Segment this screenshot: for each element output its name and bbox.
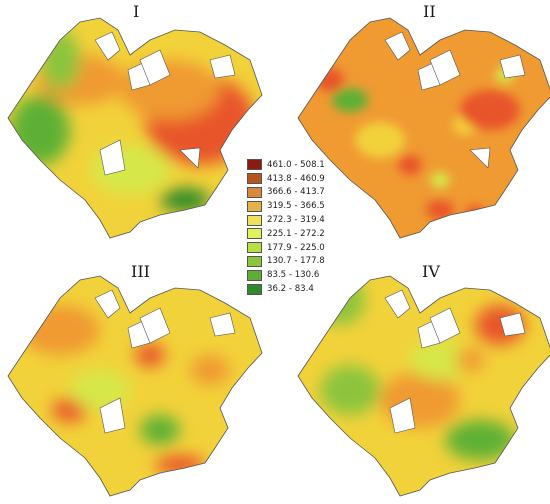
legend-swatch bbox=[247, 214, 262, 226]
legend-label: 319.5 - 366.5 bbox=[267, 201, 325, 212]
legend-label: 225.1 - 272.2 bbox=[267, 228, 325, 239]
legend-label: 413.8 - 460.9 bbox=[267, 173, 325, 184]
legend-label: 36.2 - 83.4 bbox=[267, 284, 314, 295]
panel-label-1: I bbox=[133, 2, 140, 21]
panel-label-4: IV bbox=[422, 262, 440, 281]
legend-item: 413.8 - 460.9 bbox=[247, 172, 367, 186]
legend-item: 366.6 - 413.7 bbox=[247, 186, 367, 200]
legend-swatch bbox=[247, 228, 262, 240]
legend-item: 319.5 - 366.5 bbox=[247, 199, 367, 213]
legend-item: 83.5 - 130.6 bbox=[247, 268, 367, 282]
map-panel-1 bbox=[7, 17, 263, 239]
legend-swatch bbox=[247, 186, 262, 198]
legend-swatch bbox=[247, 159, 262, 171]
panel-label-3: III bbox=[131, 262, 150, 281]
legend-swatch bbox=[247, 269, 262, 281]
panel-label-2: II bbox=[423, 2, 436, 21]
legend-item: 177.9 - 225.0 bbox=[247, 241, 367, 255]
legend-swatch bbox=[247, 173, 262, 185]
legend-label: 461.0 - 508.1 bbox=[267, 159, 325, 170]
legend-item: 461.0 - 508.1 bbox=[247, 158, 367, 172]
legend-label: 272.3 - 319.4 bbox=[267, 215, 325, 226]
legend-item: 130.7 - 177.8 bbox=[247, 255, 367, 269]
legend-label: 130.7 - 177.8 bbox=[267, 256, 325, 267]
legend-swatch bbox=[247, 255, 262, 267]
legend: 461.0 - 508.1 413.8 - 460.9 366.6 - 413.… bbox=[247, 158, 367, 296]
map-panel-3 bbox=[7, 275, 263, 497]
legend-label: 366.6 - 413.7 bbox=[267, 187, 325, 198]
legend-swatch bbox=[247, 283, 262, 295]
legend-label: 83.5 - 130.6 bbox=[267, 270, 320, 281]
legend-swatch bbox=[247, 242, 262, 254]
legend-item: 225.1 - 272.2 bbox=[247, 227, 367, 241]
legend-label: 177.9 - 225.0 bbox=[267, 242, 325, 253]
legend-item: 36.2 - 83.4 bbox=[247, 282, 367, 296]
legend-swatch bbox=[247, 200, 262, 212]
legend-item: 272.3 - 319.4 bbox=[247, 213, 367, 227]
